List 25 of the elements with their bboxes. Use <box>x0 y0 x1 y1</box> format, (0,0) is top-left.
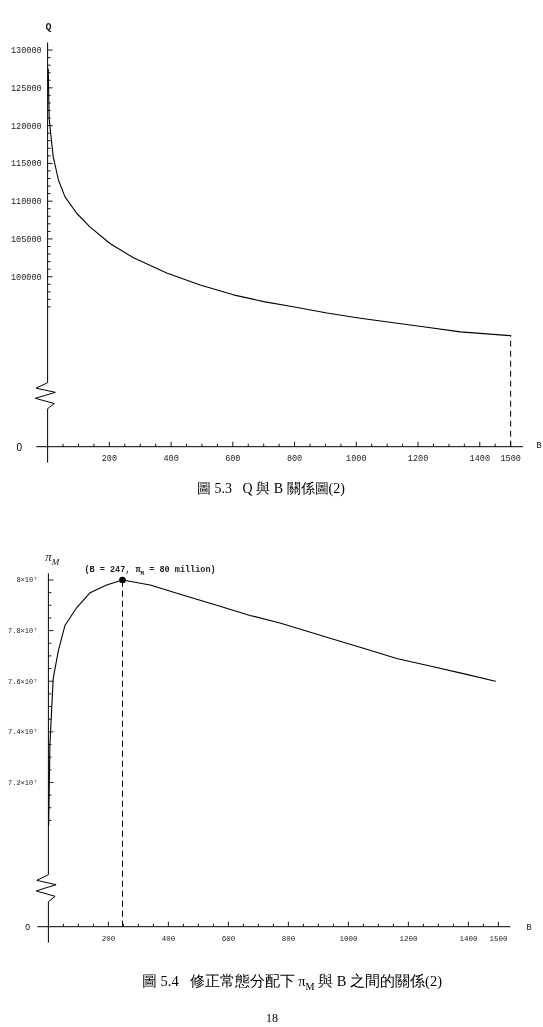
y-axis-title: Q <box>45 21 52 33</box>
y-tick-label: 125000 <box>11 83 42 94</box>
text: 圖 5.3 Q 與 B 關係圖(2) <box>197 481 346 497</box>
text: 0 <box>25 921 31 932</box>
y-axis-title: π$_{M}$ <box>45 549 60 568</box>
x-tick-label: 400 <box>163 454 179 465</box>
y-tick-label: 120000 <box>11 121 42 132</box>
x-axis-title: B <box>526 923 533 934</box>
y-tick-label: 100000 <box>11 272 42 283</box>
x-tick-label: 1200 <box>407 454 429 465</box>
text: 0 <box>16 441 23 453</box>
x-axis-title: B <box>536 441 543 452</box>
text: 圖 5.4 修正常態分配下 π$_{M}$ 與 B 之間的關係(2) <box>141 973 443 993</box>
text: 18 <box>266 1011 278 1025</box>
annotation: (B = 247, π$_{M}$ = 80 million) <box>84 565 216 578</box>
y-tick-label: 110000 <box>11 197 42 208</box>
x-tick-label: 1500 <box>500 454 521 465</box>
x-tick-label: 200 <box>101 454 118 465</box>
y-tick-label: 115000 <box>11 159 42 170</box>
x-tick-label: 1000 <box>346 454 367 465</box>
y-tick-label: 105000 <box>11 234 42 245</box>
x-tick-label: 600 <box>225 454 241 465</box>
y-tick-label: 130000 <box>11 46 42 57</box>
x-tick-label: 1400 <box>469 454 490 465</box>
x-tick-label: 800 <box>286 454 303 465</box>
